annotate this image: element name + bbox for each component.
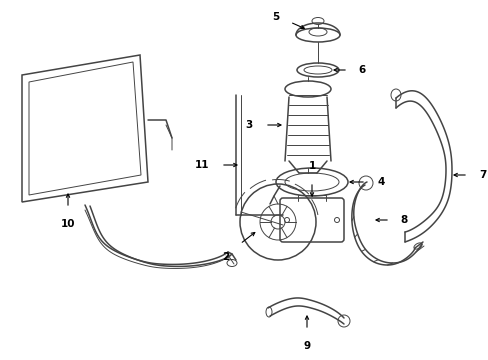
Text: 3: 3 <box>245 120 252 130</box>
Text: 8: 8 <box>400 215 407 225</box>
Text: 11: 11 <box>194 160 208 170</box>
Text: 10: 10 <box>61 219 75 229</box>
Text: 6: 6 <box>358 65 366 75</box>
Text: 2: 2 <box>222 252 229 262</box>
Text: 9: 9 <box>303 341 310 351</box>
Text: 4: 4 <box>377 177 385 187</box>
Text: 1: 1 <box>308 161 315 171</box>
Text: 7: 7 <box>478 170 485 180</box>
Text: 5: 5 <box>271 12 279 22</box>
